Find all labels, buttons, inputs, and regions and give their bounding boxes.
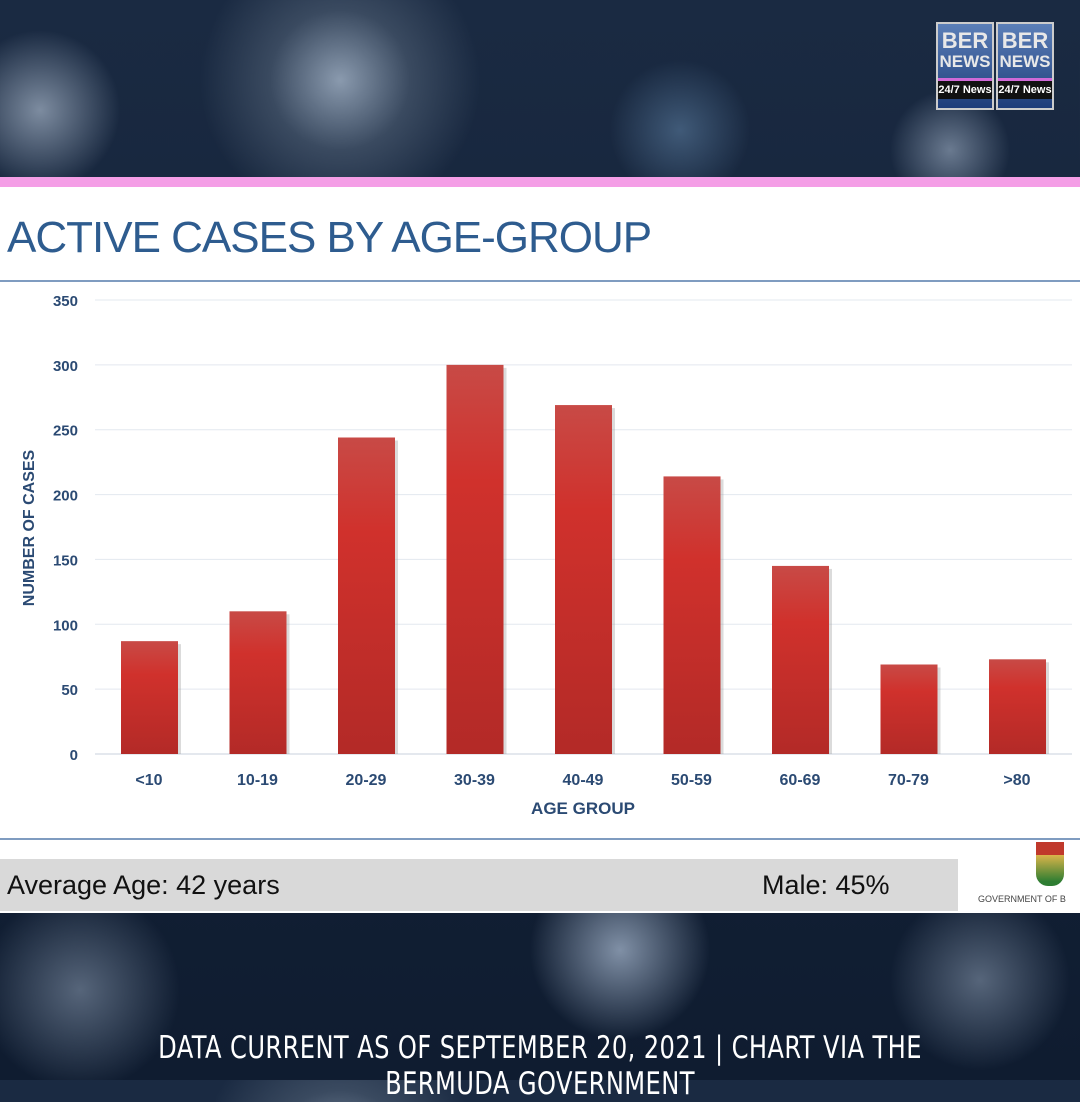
y-tick-label: 300 xyxy=(53,358,78,375)
x-tick-label: 70-79 xyxy=(888,772,929,789)
logo-tagline: 24/7 News xyxy=(998,78,1052,99)
x-axis-label: AGE GROUP xyxy=(531,799,635,818)
bar->80 xyxy=(989,659,1046,754)
y-tick-label: 100 xyxy=(53,617,78,634)
x-tick-label: 60-69 xyxy=(780,772,821,789)
logo-text: NEWS xyxy=(939,52,991,71)
government-label: GOVERNMENT OF B xyxy=(978,894,1066,904)
chart-panel xyxy=(0,187,1080,913)
average-age: Average Age: 42 years xyxy=(7,870,280,900)
male-percentage: Male: 45% xyxy=(762,870,890,900)
y-tick-label: 350 xyxy=(53,293,78,310)
bar-10-19 xyxy=(229,611,287,754)
logo-text: NEWS xyxy=(999,52,1051,71)
bar-60-69 xyxy=(772,565,829,754)
x-tick-label: 30-39 xyxy=(454,772,495,789)
logo-tagline: 24/7 News xyxy=(938,78,992,99)
logo-panel: BER NEWS 24/7 News xyxy=(936,22,994,110)
bar-30-39 xyxy=(446,364,504,754)
bernews-logo: BER NEWS 24/7 News BER NEWS 24/7 News xyxy=(936,22,1054,110)
summary-bar xyxy=(0,859,958,911)
bar-70-79 xyxy=(880,664,938,754)
y-tick-label: 250 xyxy=(53,423,78,440)
chart-title: ACTIVE CASES BY AGE-GROUP xyxy=(7,213,652,262)
bar-20-29 xyxy=(338,437,395,754)
x-tick-label: >80 xyxy=(1003,772,1030,789)
logo-text: BER xyxy=(1001,28,1049,53)
bar-<10 xyxy=(121,641,178,754)
y-tick-label: 200 xyxy=(53,488,78,505)
bar-50-59 xyxy=(663,476,721,754)
pink-divider xyxy=(0,177,1080,187)
logo-text: BER xyxy=(941,28,989,53)
x-tick-label: <10 xyxy=(135,772,162,789)
x-tick-label: 50-59 xyxy=(671,772,712,789)
logo-panel: BER NEWS 24/7 News xyxy=(996,22,1054,110)
y-tick-label: 50 xyxy=(61,682,78,699)
title-rule xyxy=(0,280,1080,282)
y-tick-label: 150 xyxy=(53,552,78,569)
caption: DATA CURRENT AS OF SEPTEMBER 20, 2021 | … xyxy=(158,1030,922,1102)
x-tick-label: 40-49 xyxy=(563,772,604,789)
bottom-rule xyxy=(0,838,1080,840)
y-axis-label: NUMBER OF CASES xyxy=(21,449,38,606)
x-tick-label: 20-29 xyxy=(346,772,387,789)
y-tick-label: 0 xyxy=(70,747,78,764)
x-tick-label: 10-19 xyxy=(237,772,278,789)
bar-40-49 xyxy=(555,405,612,754)
bermuda-crest-icon xyxy=(1036,842,1064,886)
